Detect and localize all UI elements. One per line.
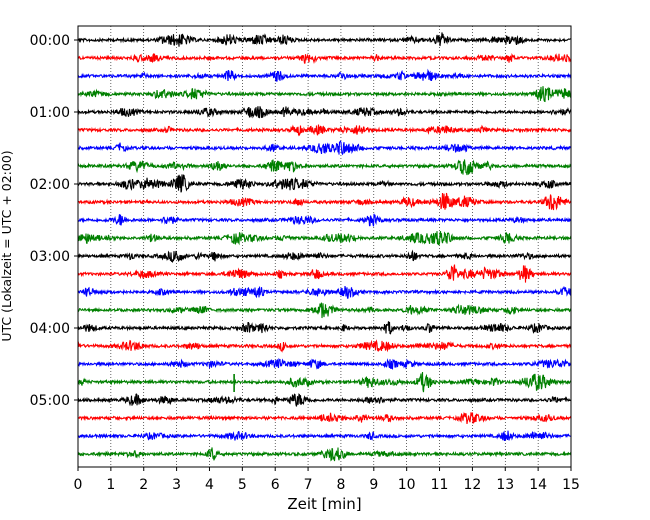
x-axis-ticks: 0 1 2 3 4 5 6 7 8 9 10 11 12 13 14 15 xyxy=(74,467,580,493)
y-tick-label: 01:00 xyxy=(30,105,70,121)
trace-0530 xyxy=(77,430,572,441)
x-tick-label: 15 xyxy=(562,477,580,493)
trace-0200 xyxy=(77,174,572,193)
plot-background xyxy=(78,26,571,467)
trace-0500 xyxy=(77,393,572,407)
plot-frame xyxy=(77,25,572,468)
trace-0000 xyxy=(77,32,572,47)
trace-0115 xyxy=(77,124,572,137)
trace-0100 xyxy=(77,106,572,119)
x-tick-label: 5 xyxy=(238,477,247,493)
trace-0045 xyxy=(77,86,572,103)
x-tick-label: 6 xyxy=(271,477,280,493)
x-tick-label: 4 xyxy=(205,477,214,493)
x-tick-label: 12 xyxy=(463,477,481,493)
trace-0345 xyxy=(77,302,572,319)
x-axis-label: Zeit [min] xyxy=(287,495,361,513)
y-tick-label: 00:00 xyxy=(30,33,70,49)
x-tick-label: 9 xyxy=(369,477,378,493)
trace-0415 xyxy=(77,339,572,353)
trace-0445 xyxy=(77,371,572,393)
y-axis-ticks: 00:00 01:00 02:00 03:00 04:00 05:00 xyxy=(30,33,78,409)
trace-0015 xyxy=(77,52,572,65)
trace-0030 xyxy=(77,68,572,82)
y-tick-label: 03:00 xyxy=(30,249,70,265)
x-tick-label: 10 xyxy=(398,477,416,493)
x-tick-label: 14 xyxy=(529,477,547,493)
trace-0130 xyxy=(77,140,572,156)
y-tick-label: 02:00 xyxy=(30,177,70,193)
y-tick-label: 04:00 xyxy=(30,321,70,337)
trace-0545 xyxy=(77,447,572,462)
x-tick-label: 13 xyxy=(496,477,514,493)
seismic-traces xyxy=(77,32,572,462)
x-tick-label: 11 xyxy=(431,477,449,493)
x-tick-label: 8 xyxy=(336,477,345,493)
trace-0315 xyxy=(77,264,572,283)
y-tick-label: 05:00 xyxy=(30,393,70,409)
x-tick-label: 1 xyxy=(106,477,115,493)
trace-0300 xyxy=(77,249,572,264)
trace-0330 xyxy=(77,285,572,299)
trace-0145 xyxy=(77,159,572,176)
trace-0515 xyxy=(77,411,572,425)
y-axis-label: UTC (Lokalzeit = UTC + 02:00) xyxy=(0,150,14,341)
trace-0245 xyxy=(77,231,572,246)
trace-0230 xyxy=(77,213,572,227)
trace-0430 xyxy=(77,357,572,370)
trace-0400 xyxy=(77,321,572,335)
x-tick-label: 3 xyxy=(172,477,181,493)
x-tick-label: 2 xyxy=(139,477,148,493)
trace-0215 xyxy=(77,192,572,211)
x-tick-label: 0 xyxy=(74,477,83,493)
x-tick-label: 7 xyxy=(304,477,313,493)
